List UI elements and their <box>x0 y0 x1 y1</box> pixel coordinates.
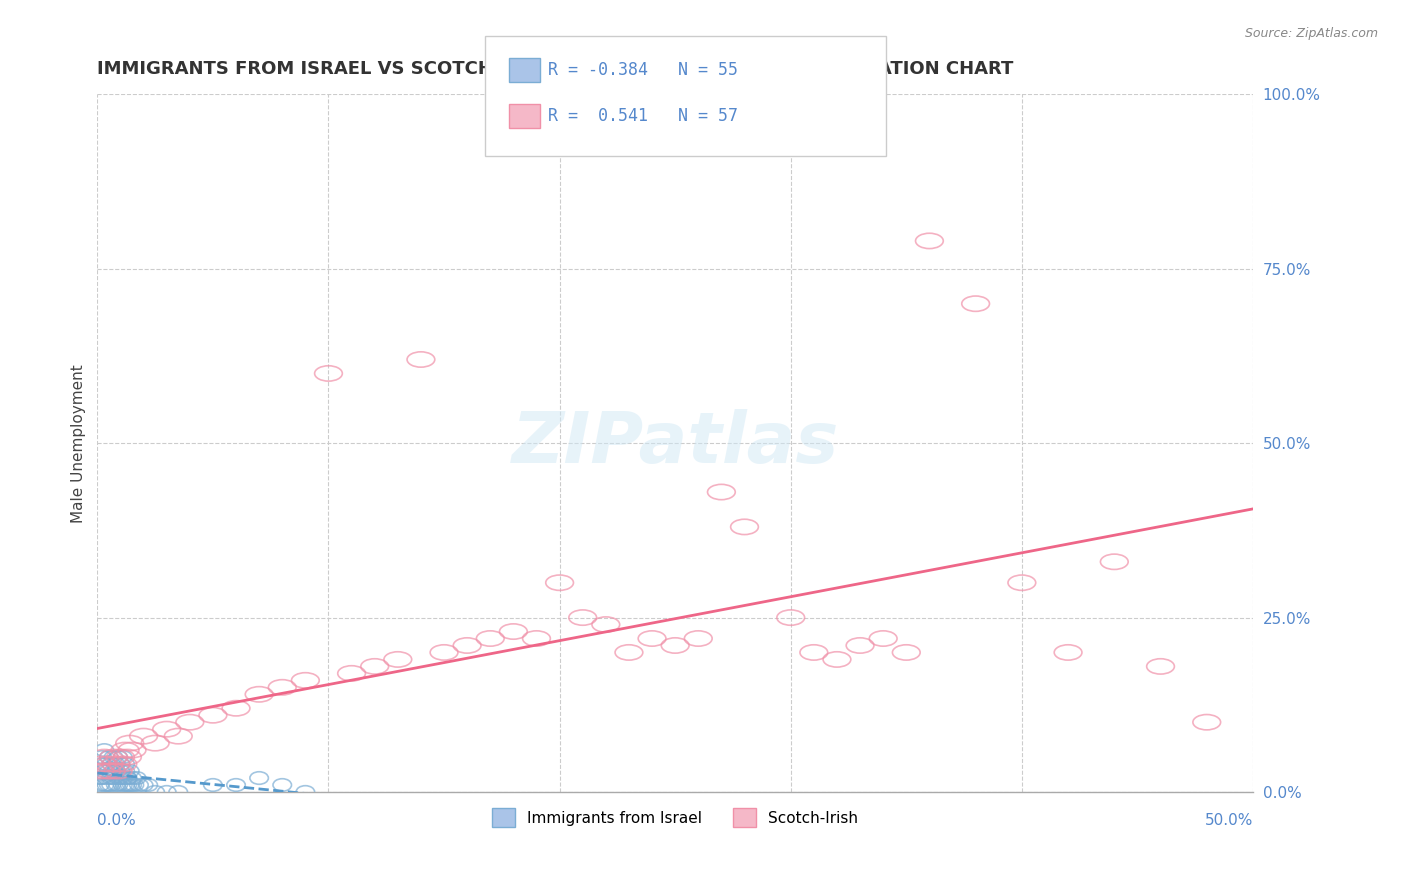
Legend: Immigrants from Israel, Scotch-Irish: Immigrants from Israel, Scotch-Irish <box>486 802 865 833</box>
Text: ZIPatlas: ZIPatlas <box>512 409 839 478</box>
Text: R = -0.384   N = 55: R = -0.384 N = 55 <box>548 61 738 78</box>
Text: R =  0.541   N = 57: R = 0.541 N = 57 <box>548 107 738 125</box>
Text: 50.0%: 50.0% <box>1205 813 1253 828</box>
Text: 0.0%: 0.0% <box>97 813 136 828</box>
Text: IMMIGRANTS FROM ISRAEL VS SCOTCH-IRISH MALE UNEMPLOYMENT CORRELATION CHART: IMMIGRANTS FROM ISRAEL VS SCOTCH-IRISH M… <box>97 60 1014 78</box>
Y-axis label: Male Unemployment: Male Unemployment <box>72 364 86 523</box>
Text: Source: ZipAtlas.com: Source: ZipAtlas.com <box>1244 27 1378 40</box>
